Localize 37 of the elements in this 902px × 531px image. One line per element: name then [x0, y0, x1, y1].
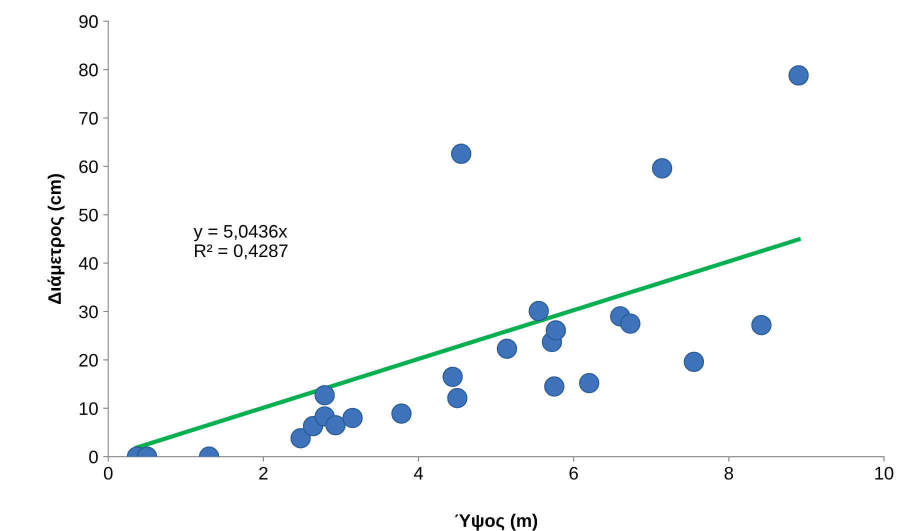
point [684, 352, 704, 372]
y-tick-label: 60 [79, 160, 98, 174]
y-tick-label: 0 [89, 450, 98, 464]
y-tick-label: 20 [79, 354, 98, 367]
y-tick-label: 90 [79, 15, 98, 28]
point [342, 408, 363, 428]
point [579, 372, 600, 394]
point [528, 300, 549, 322]
point [290, 428, 311, 448]
point [325, 415, 346, 436]
point [314, 385, 335, 406]
x-tick-label: 2 [259, 466, 268, 480]
y-axis-title: Διάμετρος (cm) [48, 174, 65, 304]
point [546, 320, 566, 341]
point [391, 403, 412, 424]
point [442, 366, 463, 387]
point [788, 65, 809, 86]
x-tick-label: 6 [570, 466, 578, 480]
point [652, 158, 672, 178]
annotation: y = 5,0436x R² = 0,4287 [194, 224, 288, 260]
y-tick-label: 40 [78, 257, 98, 270]
x-axis-title: Ύψος (m) [455, 514, 538, 531]
point [496, 338, 518, 359]
point [620, 313, 640, 334]
point [544, 376, 564, 397]
point [751, 314, 772, 336]
y-tick-label: 70 [79, 112, 98, 125]
x-tick-label: 0 [104, 466, 113, 480]
y-tick-label: 10 [80, 402, 98, 415]
x-tick-label: 4 [414, 467, 424, 480]
x-tick-label: 10 [875, 466, 894, 480]
x-tick-label: 8 [724, 466, 734, 480]
point [447, 388, 468, 408]
y-tick-label: 30 [79, 305, 98, 318]
y-tick-label: 80 [79, 64, 98, 76]
y-tick-label: 50 [79, 208, 98, 222]
point [451, 144, 472, 164]
